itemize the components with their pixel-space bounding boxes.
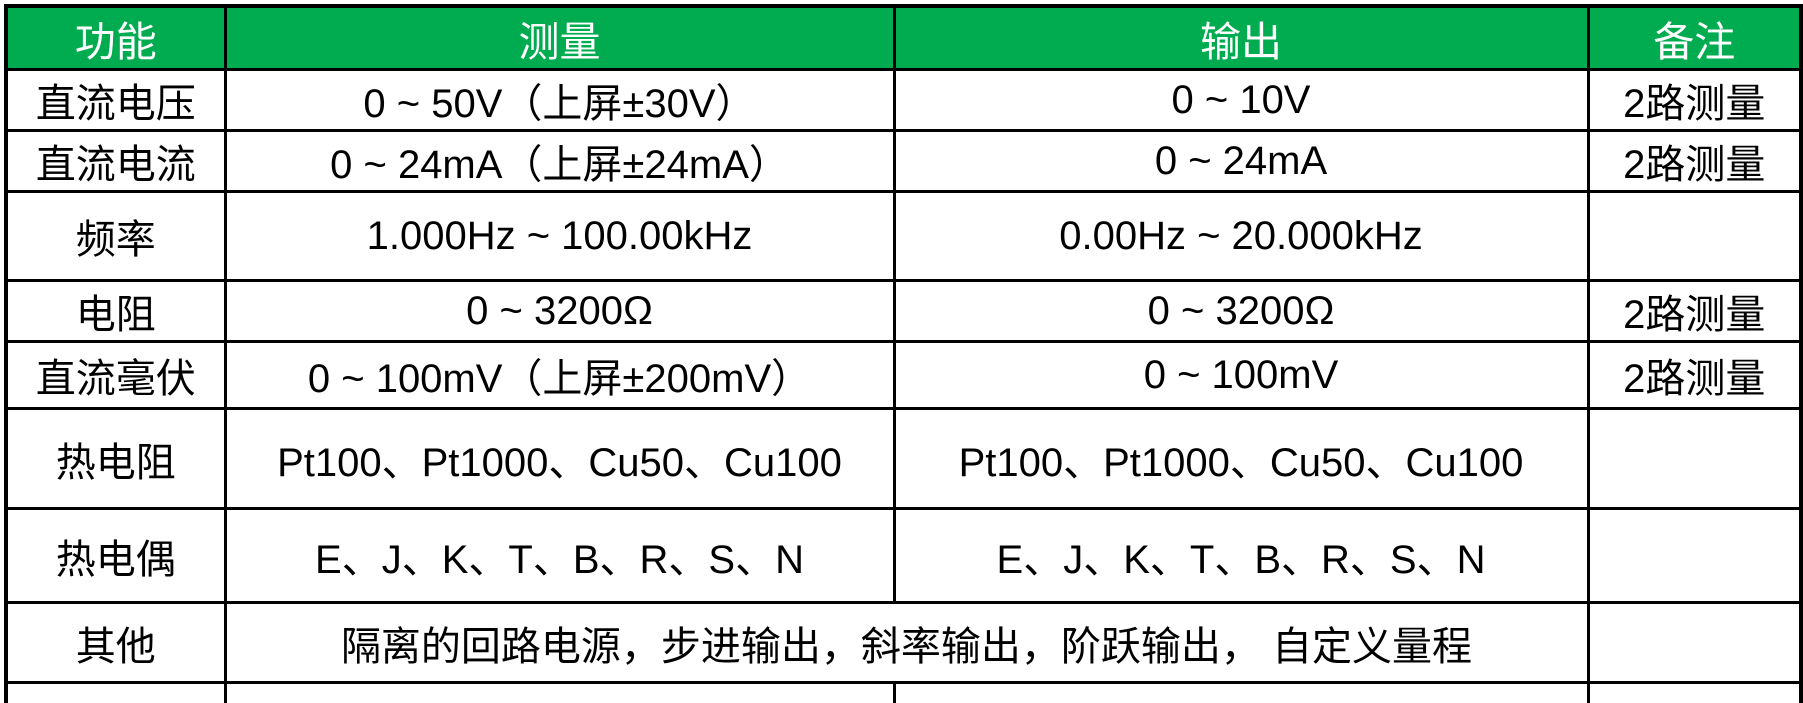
table-row-cutoff (4, 681, 1803, 703)
header-cell-measure: 测量 (223, 4, 896, 71)
cell-function: 电阻 (4, 279, 227, 343)
cell-measure: 0 ~ 3200Ω (223, 279, 896, 343)
cell-function (4, 681, 227, 703)
cell-function: 直流毫伏 (4, 340, 227, 410)
cell-output: 0 ~ 100mV (892, 340, 1590, 410)
cell-remark: 2路测量 (1586, 279, 1803, 343)
cell-remark: 2路测量 (1586, 340, 1803, 410)
cell-output (892, 681, 1590, 703)
cell-remark (1586, 407, 1803, 510)
table-row-frequency: 频率 1.000Hz ~ 100.00kHz 0.00Hz ~ 20.000kH… (4, 190, 1803, 282)
cell-measure: Pt100、Pt1000、Cu50、Cu100 (223, 407, 896, 510)
cell-function: 直流电流 (4, 129, 227, 193)
cell-remark (1586, 507, 1803, 604)
cell-output: E、J、K、T、B、R、S、N (892, 507, 1590, 604)
cell-function: 直流电压 (4, 68, 227, 132)
cell-function: 热电阻 (4, 407, 227, 510)
instrument-spec-table: 功能 测量 输出 备注 直流电压 0 ~ 50V（上屏±30V） 0 ~ 10V… (4, 4, 1803, 703)
cell-measure-output-merged: 隔离的回路电源，步进输出，斜率输出，阶跃输出， 自定义量程 (223, 601, 1590, 684)
table-row-other: 其他 隔离的回路电源，步进输出，斜率输出，阶跃输出， 自定义量程 (4, 601, 1803, 684)
cell-remark (1586, 601, 1803, 684)
cell-measure: 0 ~ 24mA（上屏±24mA） (223, 129, 896, 193)
cell-measure: 0 ~ 100mV（上屏±200mV） (223, 340, 896, 410)
cell-measure: E、J、K、T、B、R、S、N (223, 507, 896, 604)
cell-remark: 2路测量 (1586, 68, 1803, 132)
table-row-resistance: 电阻 0 ~ 3200Ω 0 ~ 3200Ω 2路测量 (4, 279, 1803, 343)
cell-output: 0 ~ 3200Ω (892, 279, 1590, 343)
table-row-dc-millivolt: 直流毫伏 0 ~ 100mV（上屏±200mV） 0 ~ 100mV 2路测量 (4, 340, 1803, 410)
table-row-dc-current: 直流电流 0 ~ 24mA（上屏±24mA） 0 ~ 24mA 2路测量 (4, 129, 1803, 193)
cell-output: 0.00Hz ~ 20.000kHz (892, 190, 1590, 282)
cell-measure: 1.000Hz ~ 100.00kHz (223, 190, 896, 282)
cell-measure (223, 681, 896, 703)
table-row-rtd: 热电阻 Pt100、Pt1000、Cu50、Cu100 Pt100、Pt1000… (4, 407, 1803, 510)
cell-output: 0 ~ 10V (892, 68, 1590, 132)
table-row-thermocouple: 热电偶 E、J、K、T、B、R、S、N E、J、K、T、B、R、S、N (4, 507, 1803, 604)
table-row-dc-voltage: 直流电压 0 ~ 50V（上屏±30V） 0 ~ 10V 2路测量 (4, 68, 1803, 132)
cell-output: 0 ~ 24mA (892, 129, 1590, 193)
cell-function: 热电偶 (4, 507, 227, 604)
cell-remark: 2路测量 (1586, 129, 1803, 193)
cell-function: 频率 (4, 190, 227, 282)
header-cell-remark: 备注 (1586, 4, 1803, 71)
header-cell-function: 功能 (4, 4, 227, 71)
cell-remark (1586, 190, 1803, 282)
cell-measure: 0 ~ 50V（上屏±30V） (223, 68, 896, 132)
cell-output: Pt100、Pt1000、Cu50、Cu100 (892, 407, 1590, 510)
header-cell-output: 输出 (892, 4, 1590, 71)
table-header-row: 功能 测量 输出 备注 (4, 4, 1803, 71)
cell-function: 其他 (4, 601, 227, 684)
cell-remark (1586, 681, 1803, 703)
